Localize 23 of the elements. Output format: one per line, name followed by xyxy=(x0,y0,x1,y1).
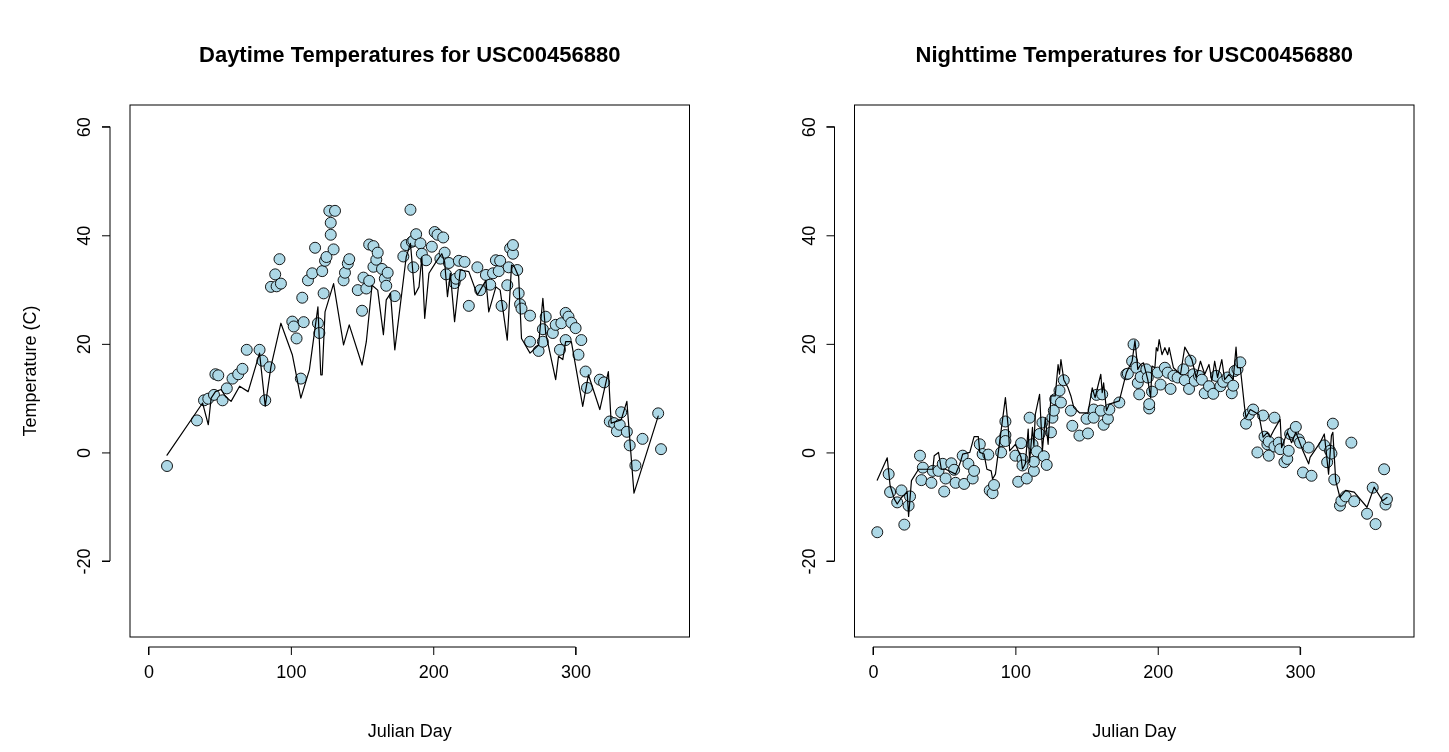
y-tick-label: 60 xyxy=(798,117,819,138)
y-tick-label: 0 xyxy=(798,447,819,458)
y-tick-label: 60 xyxy=(74,117,94,138)
y-tick-label: -20 xyxy=(74,548,94,575)
x-tick-label: 0 xyxy=(144,661,155,682)
chart-title: Daytime Temperatures for USC00456880 xyxy=(199,42,621,67)
x-tick-label: 200 xyxy=(418,661,449,682)
y-tick-label: 40 xyxy=(798,225,819,246)
x-tick-label: 300 xyxy=(1285,661,1316,682)
x-axis-title: Julian Day xyxy=(367,721,452,741)
y-tick-label: 20 xyxy=(798,334,819,355)
x-axis-title: Julian Day xyxy=(1092,721,1177,741)
chart-title: Nighttime Temperatures for USC00456880 xyxy=(915,42,1353,67)
x-tick-label: 100 xyxy=(1000,661,1031,682)
y-tick-label: 40 xyxy=(74,225,94,246)
x-tick-label: 100 xyxy=(276,661,307,682)
y-tick-label: 0 xyxy=(74,447,94,458)
y-axis-title: Temperature (C) xyxy=(20,305,40,437)
x-tick-label: 300 xyxy=(561,661,592,682)
x-tick-label: 0 xyxy=(868,661,879,682)
y-tick-label: 20 xyxy=(74,334,94,355)
x-tick-label: 200 xyxy=(1143,661,1174,682)
y-tick-label: -20 xyxy=(798,548,819,575)
